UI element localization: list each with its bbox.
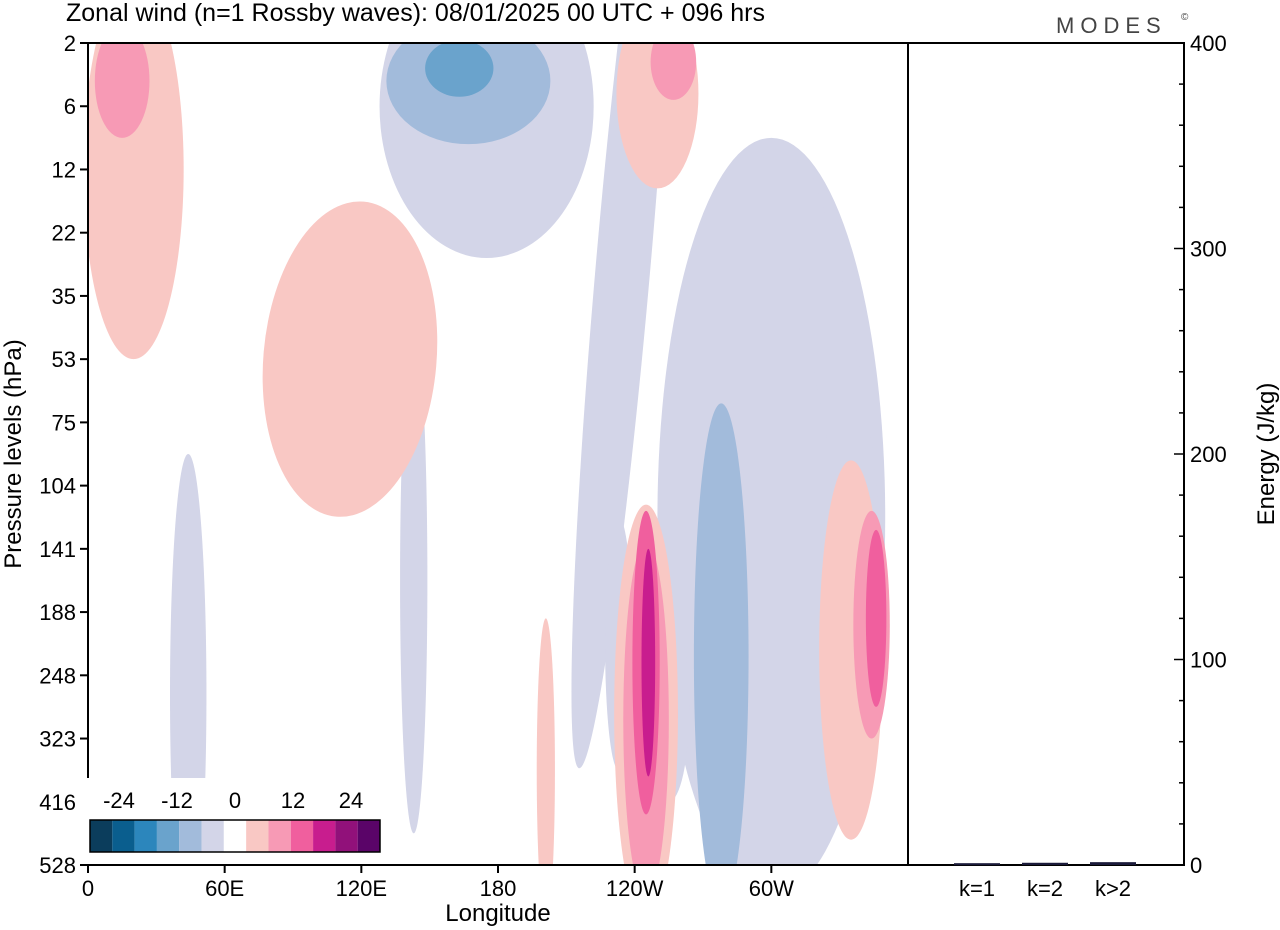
colorbar-frame [89,819,381,853]
x-axis-label: Longitude [445,900,550,927]
energy-plot-frame [907,42,1185,866]
y-tick-label: 12 [52,157,76,182]
contour-field [88,43,890,865]
brand-logo: MODES [1056,13,1167,38]
energy-bar [954,863,1000,866]
x-tick-label: 0 [82,876,94,901]
contour-region-8 [693,403,749,865]
chart-title: Zonal wind (n=1 Rossby waves): 08/01/202… [66,0,765,27]
y-tick-label: 188 [39,600,76,625]
y-tick-label: 323 [39,727,76,752]
colorbar: -24 -12 0 12 24 [80,778,390,864]
contour-region-12 [262,201,438,517]
energy-bar [1022,862,1068,865]
energy-axis-label: Energy (J/kg) [1253,383,1280,526]
colorbar-cell [134,820,157,852]
contour-region-15 [616,43,699,189]
colorbar-cell [335,820,358,852]
y-axis-label: Pressure levels (hPa) [0,339,27,568]
colorbar-cell [357,820,380,852]
energy-tick-label: 200 [1190,442,1227,467]
contour-region-10 [425,43,494,97]
colorbar-label: -24 [103,788,135,813]
energy-category-label: k>2 [1095,876,1131,901]
y-tick-label: 75 [52,410,76,435]
colorbar-cell [290,820,314,852]
colorbar-cell [90,820,113,852]
y-tick-label: 35 [52,284,76,309]
y-tick-label: 6 [64,94,76,119]
colorbar-cell [313,820,336,852]
y-tick-label: 2 [64,31,76,56]
x-tick-label: 120W [606,876,664,901]
y-tick-label: 416 [39,790,76,815]
x-tick-label: 180 [480,876,517,901]
x-tick-label: 60E [205,876,244,901]
y-tick-label: 528 [39,853,76,878]
y-tick-label: 141 [39,537,76,562]
colorbar-cell [201,820,224,852]
colorbar-cell [156,820,180,852]
contour-region-22 [865,529,887,707]
colorbar-cell [179,820,202,852]
colorbar-label: 12 [281,788,305,813]
energy-bar [1090,862,1136,865]
contour-region-23 [641,548,656,777]
colorbar-cell [112,820,135,852]
contour-region-19 [94,43,150,138]
contour-region-4 [170,454,207,865]
energy-tick-label: 0 [1190,853,1202,878]
y-tick-label: 53 [52,347,76,372]
colorbar-cell [223,820,247,852]
colorbar-label: -12 [161,788,193,813]
contour-region-20 [650,43,697,100]
energy-tick-label: 100 [1190,648,1227,673]
energy-category-label: k=2 [1027,876,1063,901]
colorbar-label: 24 [339,788,363,813]
colorbar-label: 0 [229,788,241,813]
y-axis: 2 6 12 22 35 53 75 104 141 188 248 323 416 528 [39,31,88,878]
energy-bars: k=1 k=2 k>2 [954,862,1136,901]
energy-tick-label: 300 [1190,237,1227,262]
contour-region-1 [571,43,676,769]
x-tick-label: 120E [336,876,387,901]
x-axis: 0 60E 120E 180 120W 60W [82,865,794,901]
brand-mark: © [1181,12,1189,23]
colorbar-cell [268,820,291,852]
y-tick-label: 248 [39,663,76,688]
energy-tick-label: 400 [1190,31,1227,56]
y-tick-label: 22 [52,221,76,246]
colorbar-cell [246,820,269,852]
energy-axis: 0 100 200 300 400 [1174,31,1227,878]
energy-category-label: k=1 [959,876,995,901]
contour-region-16 [536,618,555,865]
x-tick-label: 60W [749,876,794,901]
y-tick-label: 104 [39,474,76,499]
